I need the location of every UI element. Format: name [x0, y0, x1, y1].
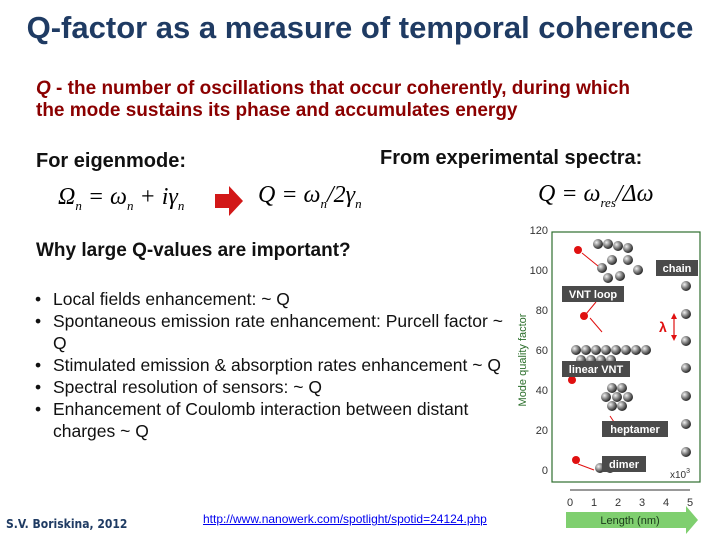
- label-bg: [562, 286, 624, 302]
- formula-sub: n: [177, 197, 185, 213]
- y-tick-label: 60: [536, 345, 548, 357]
- bullet-icon: •: [35, 355, 42, 375]
- y-tick-label: 40: [536, 385, 548, 397]
- source-link[interactable]: http://www.nanowerk.com/spotlight/spotid…: [203, 512, 487, 526]
- x-tick-label: 4: [663, 497, 669, 509]
- q-definition-text: - the number of oscillations that occur …: [36, 78, 630, 121]
- formula-sub: n: [320, 195, 327, 211]
- eigenmode-q-formula: Q = ωn/2γn: [258, 182, 362, 212]
- x-tick-label: 2: [615, 497, 621, 509]
- q-symbol: Q: [36, 78, 51, 99]
- resonance-particles-column: [681, 281, 691, 457]
- x-tick-label: 0: [567, 497, 573, 509]
- slide-title: Q-factor as a measure of temporal cohere…: [26, 10, 694, 45]
- right-arrow-icon: [215, 186, 243, 216]
- formula-part: Q = ω: [538, 181, 601, 207]
- label-bg: [562, 361, 630, 377]
- red-dot-marker: [572, 456, 580, 464]
- experimental-q-formula: Q = ωres/Δω: [538, 181, 654, 211]
- heptamer-label: heptamer: [610, 424, 660, 436]
- y-tick-label: 120: [530, 225, 548, 237]
- list-item-text: Stimulated emission & absorption rates e…: [53, 355, 501, 375]
- list-item: • Enhancement of Coulomb interaction betw…: [33, 398, 503, 442]
- formula-sub: n: [355, 195, 362, 211]
- q-factor-figure: Mode quality factor 120 100 80 60 40 20 …: [517, 225, 701, 534]
- eigenmode-label: For eigenmode:: [36, 150, 187, 172]
- lambda-arrow-icon: [671, 313, 677, 341]
- author-credit: S.V. Boriskina, 2012: [6, 517, 128, 531]
- formula-part: Q = ω: [258, 182, 321, 208]
- length-arrow-icon: [566, 506, 698, 534]
- y-tick-label: 80: [536, 305, 548, 317]
- chain-particles-icon: [593, 239, 643, 283]
- heptamer-particles-icon: [601, 383, 633, 411]
- bullet-icon: •: [35, 377, 42, 397]
- experimental-label: From experimental spectra:: [380, 147, 643, 169]
- x-multiplier-exp: 3: [686, 468, 690, 475]
- x-multiplier: x103: [670, 468, 690, 481]
- label-bg: [656, 260, 698, 276]
- bullet-icon: •: [35, 399, 42, 419]
- x-tick-label: 3: [639, 497, 645, 509]
- y-tick-label: 0: [542, 465, 548, 477]
- lambda-label: λ: [659, 319, 667, 335]
- linear-vnt-label: linear VNT: [569, 364, 624, 376]
- formula-sub: n: [75, 197, 82, 213]
- red-dot-marker: [568, 376, 576, 384]
- label-bg: [602, 421, 668, 437]
- red-dot-marker: [574, 246, 582, 254]
- list-item-text: Enhancement of Coulomb interaction betwe…: [53, 399, 469, 441]
- x-multiplier-base: x10: [670, 470, 687, 481]
- y-axis-label: Mode quality factor: [517, 313, 529, 406]
- question-heading: Why large Q-values are important?: [36, 240, 351, 261]
- x-axis-label: Length (nm): [600, 515, 659, 527]
- bullet-icon: •: [35, 311, 42, 331]
- list-item: • Spontaneous emission rate enhancement: …: [33, 310, 503, 354]
- formula-sub: res: [600, 194, 616, 210]
- formula-sub: n: [127, 197, 134, 213]
- list-item: • Local fields enhancement: ~ Q: [33, 288, 503, 310]
- chain-label: chain: [663, 263, 692, 275]
- formula-part: /Δω: [615, 181, 654, 207]
- x-tick-label: 1: [591, 497, 597, 509]
- formula-part: = ω: [81, 184, 127, 210]
- label-bg: [602, 456, 646, 472]
- y-tick-label: 20: [536, 425, 548, 437]
- formula-part: + iγ: [133, 184, 178, 210]
- vnt-loop-label: VNT loop: [569, 289, 618, 301]
- bullet-icon: •: [35, 289, 42, 309]
- dimer-label: dimer: [609, 459, 640, 471]
- list-item-text: Spontaneous emission rate enhancement: P…: [53, 311, 503, 353]
- x-tick-label: 5: [687, 497, 693, 509]
- eigenmode-frequency-formula: Ωn = ωn + iγn: [58, 184, 184, 214]
- benefits-list: • Local fields enhancement: ~ Q • Spontane…: [33, 288, 503, 442]
- formula-part: /2γ: [326, 182, 356, 208]
- y-tick-label: 100: [530, 265, 548, 277]
- list-item-text: Spectral resolution of sensors: ~ Q: [53, 377, 322, 397]
- list-item: • Spectral resolution of sensors: ~ Q: [33, 376, 503, 398]
- formula-omega: Ω: [58, 184, 76, 210]
- list-item: • Stimulated emission & absorption rates …: [33, 354, 503, 376]
- list-item-text: Local fields enhancement: ~ Q: [53, 289, 290, 309]
- q-definition: Q - the number of oscillations that occu…: [36, 78, 656, 122]
